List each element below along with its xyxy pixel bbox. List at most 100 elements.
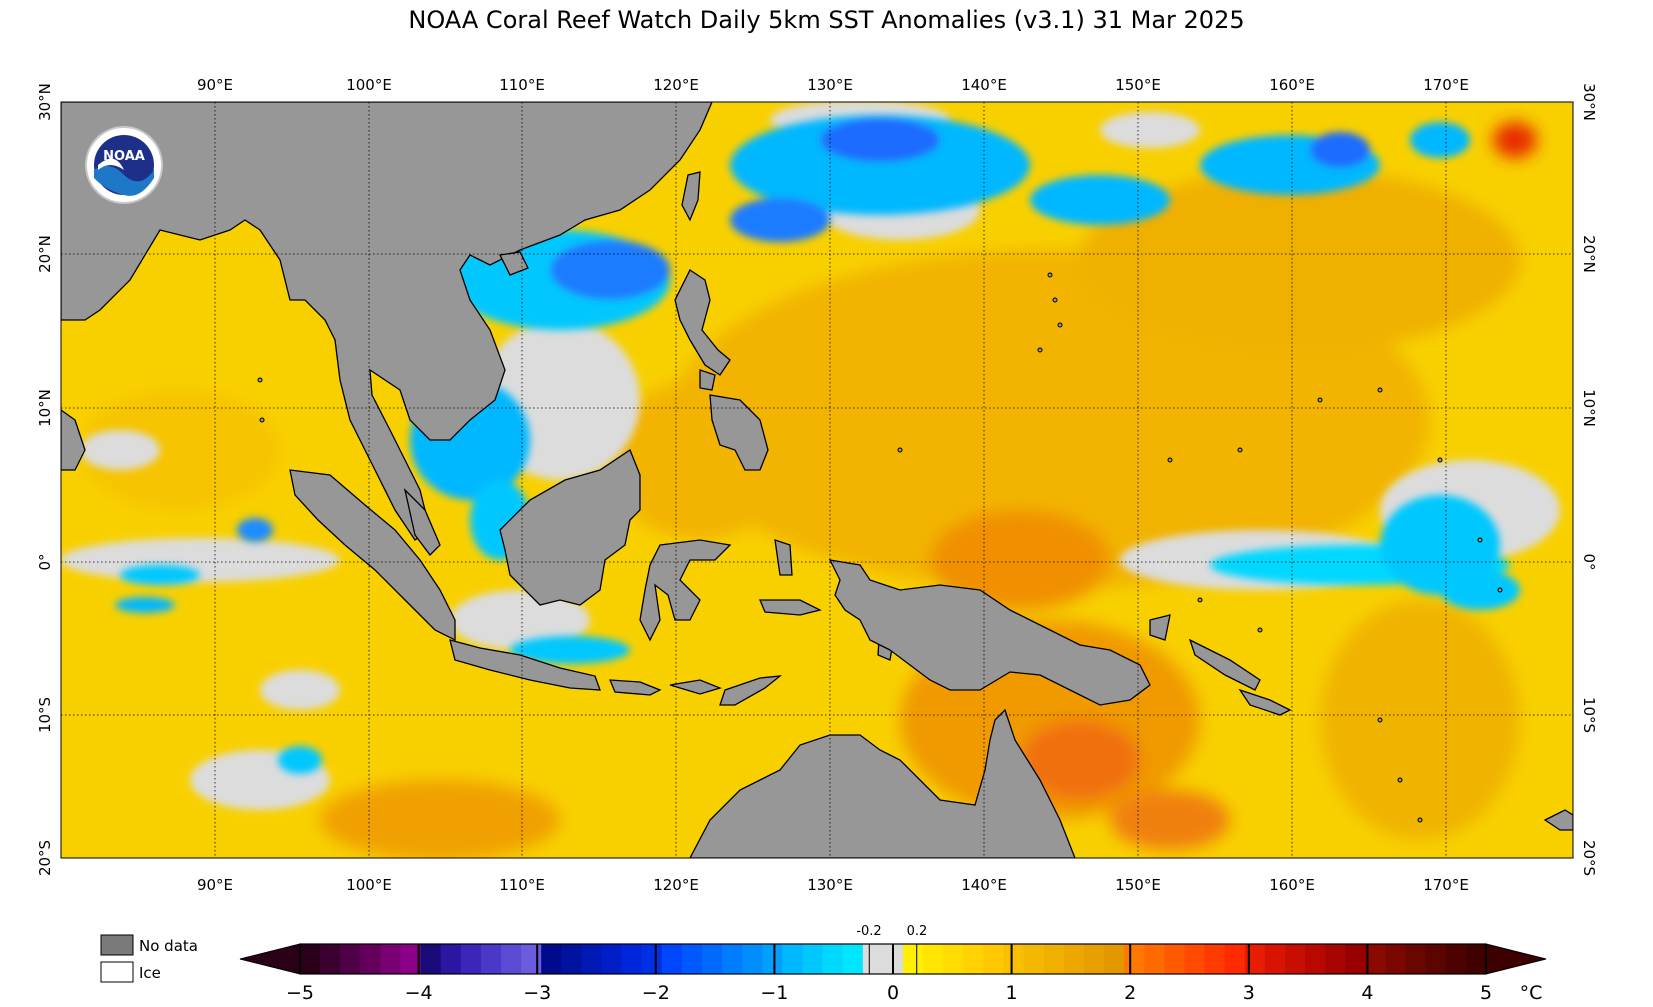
lon-label-top: 90°E [197, 76, 233, 94]
colorbar-cell [1405, 944, 1427, 974]
colorbar-cell [1144, 944, 1165, 974]
colorbar-high-extend [1485, 943, 1547, 975]
colorbar-cell [1284, 944, 1306, 974]
lon-label-bottom: 120°E [653, 876, 699, 894]
colorbar-cell [1184, 944, 1206, 974]
colorbar-cell [1104, 944, 1125, 974]
lon-label-bottom: 150°E [1115, 876, 1161, 894]
colorbar-tick-label: −2 [642, 982, 670, 1004]
colorbar-small-tick-neg: -0.2 [856, 924, 881, 939]
colorbar-cell [480, 944, 502, 974]
lon-labels-top: 90°E 100°E 110°E 120°E 130°E 140°E 150°E… [197, 76, 1469, 94]
colorbar-unit: °C [1520, 982, 1543, 1004]
colorbar-cell [360, 944, 382, 974]
colorbar-tick-label: 1 [1006, 982, 1018, 1004]
lat-label-right: 20°N [1580, 235, 1598, 273]
colorbar-cell [440, 944, 462, 974]
colorbar-cell [1244, 944, 1266, 974]
colorbar-cell [561, 944, 583, 974]
colorbar-cell [842, 944, 864, 974]
lon-label-top: 100°E [346, 76, 392, 94]
logo-text: NOAA [103, 149, 145, 164]
colorbar-cell [1083, 944, 1105, 974]
colorbar-tick-label: 3 [1243, 982, 1255, 1004]
colorbar-cell [400, 944, 422, 974]
land-masses [61, 102, 1573, 858]
lat-label-right: 10°S [1580, 697, 1598, 733]
colorbar-cell [702, 944, 723, 974]
colorbar-cell [1224, 944, 1246, 974]
lon-label-bottom: 160°E [1269, 876, 1315, 894]
colorbar-cell [1264, 944, 1286, 974]
colorbar-cell [641, 944, 663, 974]
colorbar-cell [762, 944, 784, 974]
colorbar-cell [300, 944, 321, 974]
lon-label-top: 150°E [1115, 76, 1161, 94]
colorbar-cell [742, 944, 763, 974]
legend-box: No data Ice [100, 934, 198, 983]
colorbar-cell [1043, 944, 1065, 974]
colorbar-cell [521, 944, 542, 974]
colorbar-cell [963, 944, 985, 974]
colorbar-cell [1345, 944, 1366, 974]
colorbar-cell [943, 944, 964, 974]
colorbar-tick-label: 0 [887, 982, 899, 1004]
lon-labels-bottom: 90°E 100°E 110°E 120°E 130°E 140°E 150°E… [197, 876, 1469, 894]
colorbar-cell [1204, 944, 1226, 974]
lon-label-bottom: 110°E [499, 876, 545, 894]
colorbar-cell [460, 944, 482, 974]
colorbar-tick-label: 4 [1361, 982, 1373, 1004]
lat-label-left: 20°S [36, 840, 54, 876]
lat-label-right: 0° [1580, 553, 1598, 570]
lon-label-top: 110°E [499, 76, 545, 94]
colorbar-cell [621, 944, 643, 974]
lat-label-right: 20°S [1580, 840, 1598, 876]
lon-label-bottom: 140°E [961, 876, 1007, 894]
colorbar-cell [1445, 944, 1467, 974]
ice-swatch [100, 961, 134, 983]
colorbar-cell [1164, 944, 1186, 974]
colorbar-cell [601, 944, 623, 974]
colorbar-cell [1365, 944, 1387, 974]
colorbar-cells [300, 944, 1487, 974]
colorbar-tick-label: −5 [286, 982, 314, 1004]
lon-label-bottom: 170°E [1423, 876, 1469, 894]
colorbar-cell [802, 944, 824, 974]
colorbar-ticks: −5 −4 −3 −2 −1 0 1 2 3 4 5 [286, 944, 1492, 1004]
colorbar-tick-label: 2 [1124, 982, 1136, 1004]
lat-label-right: 10°N [1580, 389, 1598, 427]
colorbar-cell [541, 944, 562, 974]
lat-label-right: 30°N [1580, 83, 1598, 121]
colorbar-cell [1003, 944, 1025, 974]
colorbar-cell [862, 944, 884, 974]
colorbar-cell [1385, 944, 1407, 974]
ice-label: Ice [139, 964, 161, 982]
map-area [61, 102, 1573, 858]
colorbar-tick-label: −3 [523, 982, 551, 1004]
colorbar-cell [501, 944, 522, 974]
lat-label-left: 0° [36, 553, 54, 570]
colorbar-cell [903, 944, 924, 974]
colorbar-small-tick-pos: 0.2 [907, 924, 928, 939]
colorbar-cell [681, 944, 703, 974]
lat-labels-right: 30°N 20°N 10°N 0° 10°S 20°S [1580, 83, 1598, 876]
lat-labels-left: 30°N 20°N 10°N 0° 10°S 20°S [36, 83, 54, 876]
lat-label-left: 10°N [36, 389, 54, 427]
colorbar-cell [1465, 944, 1487, 974]
no-data-swatch [100, 934, 134, 956]
colorbar-cell [1425, 944, 1447, 974]
anomaly-cool-patches [115, 115, 1520, 774]
lon-label-bottom: 100°E [346, 876, 392, 894]
lat-label-left: 10°S [36, 697, 54, 733]
graticule [61, 102, 1573, 858]
colorbar: −5 −4 −3 −2 −1 0 1 2 3 4 5 -0.2 0.2 °C [239, 924, 1547, 1004]
noaa-logo-icon: NOAA [85, 126, 163, 204]
lon-label-top: 170°E [1423, 76, 1469, 94]
colorbar-cell [380, 944, 402, 974]
no-data-label: No data [139, 937, 198, 955]
lon-label-bottom: 90°E [197, 876, 233, 894]
colorbar-cell [782, 944, 804, 974]
lon-label-top: 160°E [1269, 76, 1315, 94]
colorbar-cell [1124, 944, 1145, 974]
